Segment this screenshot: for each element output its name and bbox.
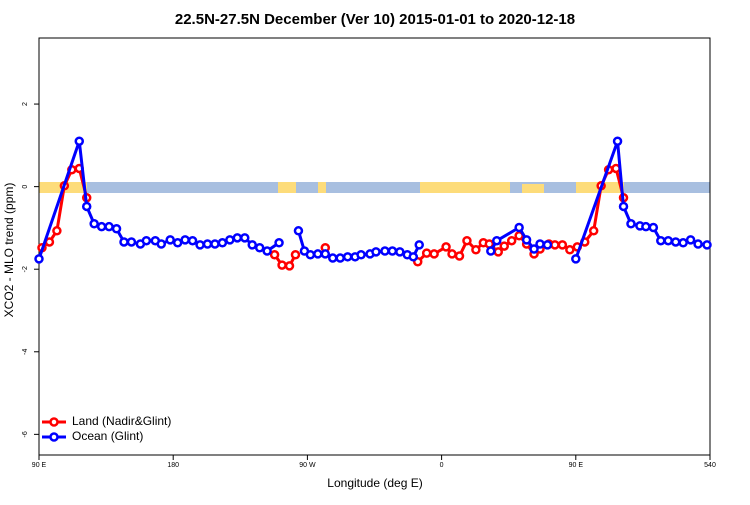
data-point bbox=[656, 235, 666, 246]
data-point bbox=[588, 226, 599, 236]
data-point bbox=[313, 249, 323, 259]
data-point bbox=[626, 219, 636, 229]
data-point bbox=[187, 235, 198, 246]
chart-title: 22.5N-27.5N December (Ver 10) 2015-01-01… bbox=[175, 11, 575, 28]
data-point bbox=[195, 240, 205, 250]
data-point bbox=[269, 250, 280, 260]
data-point bbox=[293, 226, 304, 236]
data-point bbox=[335, 253, 345, 263]
data-point bbox=[111, 223, 122, 234]
data-point bbox=[141, 235, 152, 246]
y-tick-label: -6 bbox=[22, 431, 29, 437]
data-point bbox=[492, 235, 502, 246]
data-point bbox=[493, 247, 504, 257]
legend-label: Land (Nadir&Glint) bbox=[72, 414, 171, 428]
data-point bbox=[240, 233, 250, 243]
x-tick-label: 180 bbox=[167, 462, 179, 469]
data-point bbox=[542, 240, 553, 250]
data-point bbox=[514, 222, 524, 233]
data-point bbox=[506, 235, 517, 246]
data-point bbox=[74, 136, 85, 146]
data-point bbox=[648, 222, 659, 233]
map-strip bbox=[39, 182, 710, 193]
data-point bbox=[172, 238, 183, 248]
data-point bbox=[499, 241, 509, 251]
data-point bbox=[165, 235, 175, 245]
data-point bbox=[408, 252, 419, 262]
data-point bbox=[225, 235, 235, 245]
data-point bbox=[612, 136, 623, 146]
y-tick-label: -2 bbox=[22, 266, 29, 272]
data-point bbox=[421, 248, 432, 258]
x-axis-label: Longitude (deg E) bbox=[327, 476, 422, 490]
data-point bbox=[305, 250, 316, 260]
x-tick-label: 540 bbox=[704, 462, 716, 469]
data-point bbox=[356, 250, 366, 260]
data-point bbox=[571, 254, 581, 264]
data-point bbox=[126, 237, 137, 247]
data-point bbox=[550, 240, 560, 250]
legend-marker bbox=[49, 432, 59, 442]
data-point bbox=[81, 201, 92, 212]
data-point bbox=[277, 260, 287, 270]
y-tick-label: 0 bbox=[22, 185, 29, 189]
data-point bbox=[232, 233, 243, 243]
data-point bbox=[180, 235, 190, 245]
data-point bbox=[529, 244, 539, 254]
x-tick-label: 90 E bbox=[32, 462, 47, 469]
data-point bbox=[210, 239, 220, 249]
data-point bbox=[471, 245, 481, 255]
data-point bbox=[34, 254, 44, 264]
data-point bbox=[290, 250, 301, 260]
y-tick-label: -4 bbox=[22, 349, 29, 355]
data-point bbox=[371, 247, 381, 257]
data-point bbox=[641, 221, 651, 232]
data-point bbox=[685, 235, 696, 245]
data-point bbox=[557, 240, 568, 250]
data-point bbox=[96, 221, 107, 232]
data-point bbox=[119, 237, 129, 247]
data-point bbox=[702, 240, 712, 250]
data-point bbox=[429, 249, 439, 259]
data-point bbox=[254, 242, 265, 253]
data-point bbox=[678, 238, 688, 248]
data-point bbox=[414, 240, 424, 250]
data-point bbox=[521, 235, 532, 245]
data-point bbox=[535, 239, 545, 249]
data-point bbox=[104, 221, 114, 232]
x-tick-label: 90 E bbox=[569, 462, 584, 469]
y-tick-label: 2 bbox=[22, 102, 29, 106]
data-point bbox=[387, 246, 398, 256]
data-point bbox=[395, 247, 405, 257]
data-point bbox=[618, 201, 629, 212]
data-point bbox=[441, 242, 451, 252]
data-point bbox=[320, 249, 331, 259]
data-point bbox=[274, 238, 284, 248]
data-point bbox=[156, 239, 167, 249]
legend-label: Ocean (Glint) bbox=[72, 429, 143, 443]
x-tick-label: 90 W bbox=[299, 462, 316, 469]
data-point bbox=[565, 245, 575, 255]
x-tick-label: 0 bbox=[440, 462, 444, 469]
data-point bbox=[380, 246, 390, 256]
data-point bbox=[693, 239, 703, 249]
data-point bbox=[52, 226, 62, 236]
data-point bbox=[262, 246, 272, 256]
data-point bbox=[327, 253, 338, 263]
data-point bbox=[89, 219, 99, 229]
data-point bbox=[202, 239, 213, 249]
data-point bbox=[217, 238, 228, 248]
data-point bbox=[447, 249, 457, 259]
data-point bbox=[454, 251, 465, 261]
data-point bbox=[342, 252, 353, 262]
data-point bbox=[247, 240, 257, 250]
y-axis-label: XCO2 - MLO trend (ppm) bbox=[2, 183, 16, 318]
data-point bbox=[663, 235, 673, 246]
data-point bbox=[670, 237, 681, 247]
data-point bbox=[462, 235, 472, 246]
data-point bbox=[284, 261, 295, 271]
data-point bbox=[486, 246, 496, 256]
legend-marker bbox=[49, 417, 59, 427]
